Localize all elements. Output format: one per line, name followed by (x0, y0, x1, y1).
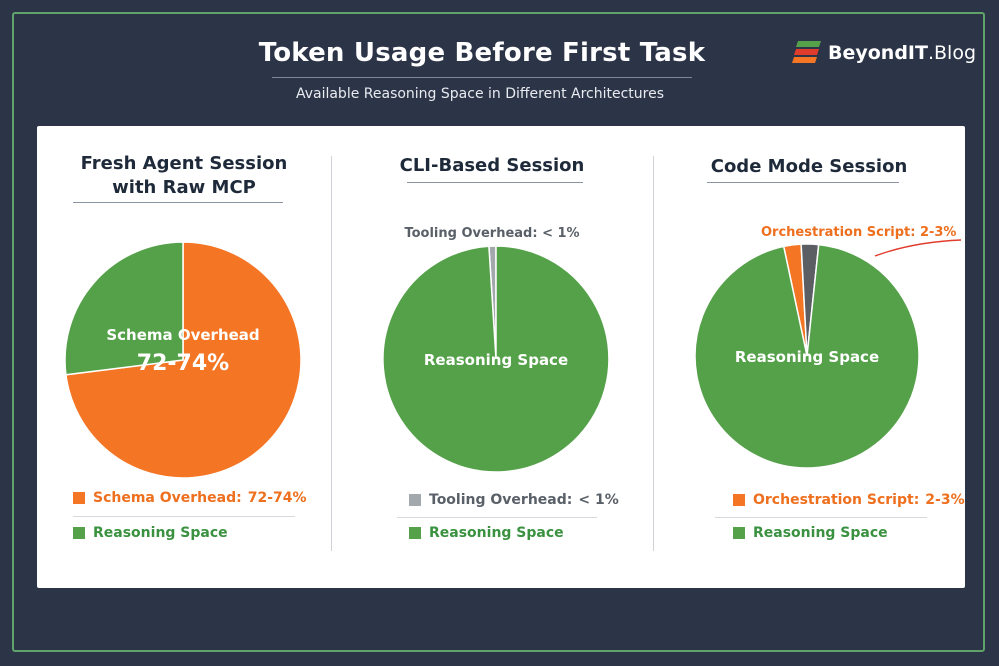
legend-item-orchestration-script: Orchestration Script: 2-3% (733, 492, 965, 508)
chart-title: Fresh Agent Session with Raw MCP (80, 153, 288, 198)
pie-inner-label: Reasoning Space (735, 348, 879, 366)
outer-frame (12, 12, 985, 652)
pie-slice-reasoning-space (382, 245, 610, 473)
legend-label: Reasoning Space (753, 525, 888, 541)
chart-title: Code Mode Session (710, 156, 908, 177)
legend-item-schema-overhead: Schema Overhead: 72-74% (73, 490, 307, 506)
page-subtitle: Available Reasoning Space in Different A… (295, 86, 665, 102)
legend-swatch (409, 494, 421, 506)
callout-tooling-overhead: Tooling Overhead: < 1% (404, 226, 580, 241)
legend-item-reasoning-space: Reasoning Space (73, 525, 228, 541)
chart-title-underline (407, 182, 583, 183)
column-divider (331, 156, 332, 551)
chart-code-mode: Code Mode Session Orchestration Script: … (653, 126, 965, 588)
chart-title: CLI-Based Session (399, 155, 585, 176)
pie-inner-label: Schema Overhead (106, 326, 259, 344)
legend-swatch (73, 527, 85, 539)
legend-label: Reasoning Space (93, 525, 228, 541)
stacked-bars-logo-icon (792, 41, 821, 63)
legend-value: 2-3% (925, 492, 965, 508)
legend-item-tooling-overhead: Tooling Overhead: < 1% (409, 492, 619, 508)
brand-name: BeyondIT.Blog (828, 42, 977, 64)
legend-label: Reasoning Space (429, 525, 564, 541)
legend-divider (715, 517, 927, 518)
legend-value: 72-74% (247, 490, 307, 506)
charts-panel: Fresh Agent Session with Raw MCP Schema … (37, 126, 965, 588)
pie-chart: Reasoning Space (694, 243, 920, 469)
legend-value: < 1% (578, 492, 619, 508)
legend-label: Tooling Overhead: (429, 492, 573, 508)
legend-swatch (733, 494, 745, 506)
chart-fresh-agent: Fresh Agent Session with Raw MCP Schema … (37, 126, 331, 588)
legend-swatch (409, 527, 421, 539)
pie-inner-label: Reasoning Space (424, 351, 568, 369)
callout-orchestration-script: Orchestration Script: 2-3% (761, 225, 957, 240)
pie-slice-reasoning-space (64, 241, 184, 376)
callout-leader-line (874, 239, 962, 257)
pie-chart: Schema Overhead 72-74% (64, 241, 302, 479)
pie-slice-reasoning-space (694, 243, 920, 469)
legend-label: Schema Overhead: (93, 490, 242, 506)
legend-label: Orchestration Script: (753, 492, 920, 508)
legend-item-reasoning-space: Reasoning Space (733, 525, 888, 541)
column-divider (653, 156, 654, 551)
pie-chart: Reasoning Space (382, 245, 610, 473)
chart-title-underline (73, 202, 283, 203)
chart-title-underline (707, 182, 899, 183)
brand[interactable]: BeyondIT.Blog (792, 40, 976, 66)
legend-swatch (733, 527, 745, 539)
legend-divider (73, 516, 295, 517)
title-underline (272, 77, 692, 78)
chart-cli-based: CLI-Based Session Tooling Overhead: < 1%… (331, 126, 653, 588)
pie-inner-value: 72-74% (137, 351, 229, 376)
page-title: Token Usage Before First Task (258, 38, 706, 68)
legend-item-reasoning-space: Reasoning Space (409, 525, 564, 541)
legend-swatch (73, 492, 85, 504)
legend-divider (397, 517, 597, 518)
